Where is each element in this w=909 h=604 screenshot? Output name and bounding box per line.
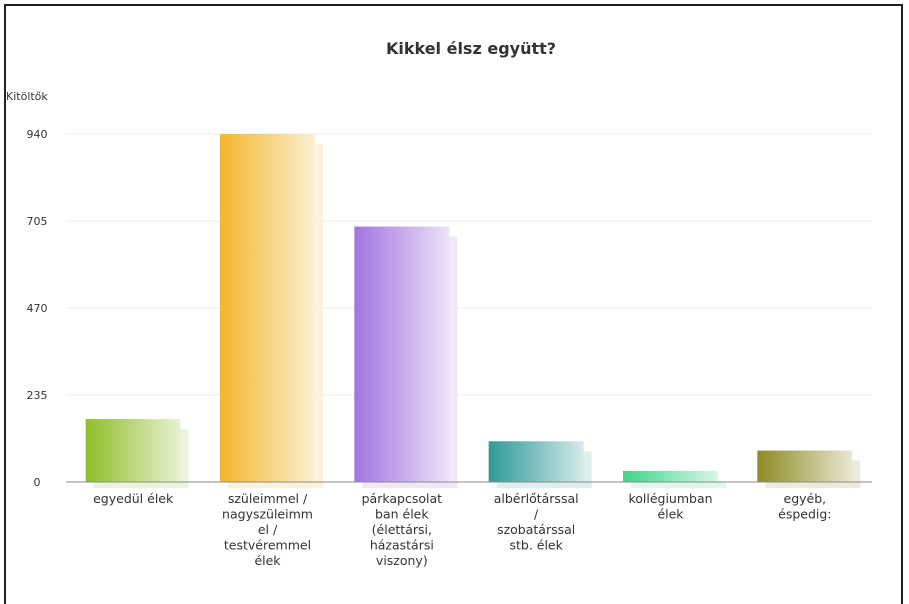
y-tick-label: 470 bbox=[27, 302, 48, 315]
x-category-label: egyedül élek bbox=[93, 491, 174, 506]
bar[interactable] bbox=[85, 419, 181, 482]
y-tick-label: 705 bbox=[27, 215, 48, 228]
x-category-label: szüleimmel / nagyszüleimm el / testvéremmel… bbox=[222, 491, 313, 568]
y-tick-label: 0 bbox=[34, 476, 41, 489]
bar[interactable] bbox=[488, 441, 584, 482]
bar[interactable] bbox=[354, 226, 450, 482]
bar-chart: Kikkel élsz együtt? Kitöltők 0 235 470 705 9… bbox=[6, 39, 872, 568]
bar[interactable] bbox=[623, 470, 718, 482]
x-category-label: párkapcsolat ban élek (élettársi, házastárs… bbox=[362, 491, 443, 568]
chart-title: Kikkel élsz együtt? bbox=[386, 39, 556, 58]
bar[interactable] bbox=[220, 134, 315, 482]
x-category-label: albérlőtárssal / szobatárssal stb. élek bbox=[494, 491, 579, 553]
y-tick-label: 235 bbox=[27, 389, 48, 402]
bar-shadow bbox=[631, 480, 726, 488]
chart-frame: Kikkel élsz együtt? Kitöltők 0 235 470 705 9… bbox=[4, 4, 903, 604]
x-category-label: egyéb, éspedig: bbox=[778, 491, 831, 522]
y-tick-label: 940 bbox=[27, 128, 48, 141]
y-axis-label: Kitöltők bbox=[6, 90, 48, 103]
x-category-label: kollégiumban élek bbox=[628, 491, 712, 522]
bar[interactable] bbox=[757, 450, 853, 482]
